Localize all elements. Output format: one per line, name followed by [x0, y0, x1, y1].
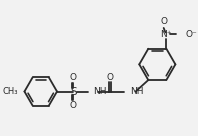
Text: O⁻: O⁻: [185, 30, 197, 39]
Text: O: O: [160, 17, 167, 26]
Text: NH: NH: [130, 87, 144, 96]
Text: N⁺: N⁺: [161, 30, 172, 39]
Text: NH: NH: [93, 87, 107, 96]
Text: S: S: [70, 86, 77, 97]
Text: O: O: [107, 72, 114, 82]
Text: O: O: [70, 73, 77, 82]
Text: CH₃: CH₃: [3, 87, 18, 96]
Text: O: O: [70, 101, 77, 110]
